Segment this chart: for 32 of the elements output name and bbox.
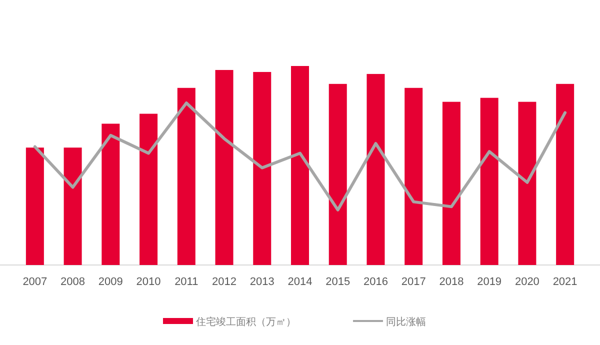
bar	[177, 88, 196, 265]
x-tick-label: 2015	[326, 276, 350, 288]
x-tick-label: 2018	[439, 276, 464, 288]
x-tick-label: 2013	[250, 276, 274, 288]
bar	[26, 148, 44, 265]
bar	[140, 114, 158, 265]
bar	[64, 148, 82, 265]
bar	[442, 102, 460, 265]
x-tick-label: 2016	[363, 276, 388, 288]
x-tick-label: 2011	[174, 276, 198, 288]
bar	[102, 124, 120, 265]
x-tick-label: 2021	[552, 276, 578, 288]
bar	[518, 102, 536, 265]
bar	[291, 66, 309, 265]
bar	[215, 70, 234, 265]
x-tick-label: 2010	[136, 276, 161, 288]
x-tick-label: 2017	[401, 276, 426, 288]
bar	[556, 84, 574, 265]
x-tick-label: 2009	[98, 276, 123, 288]
x-tick-label: 2020	[514, 276, 540, 288]
bar	[480, 98, 498, 265]
x-tick-label: 2007	[22, 276, 48, 288]
legend-label: 住宅竣工面积（万㎡）	[196, 316, 296, 328]
x-tick-label: 2014	[288, 276, 312, 288]
bar	[253, 72, 272, 265]
legend-label: 同比涨幅	[386, 316, 426, 328]
x-tick-label: 2019	[477, 276, 502, 288]
x-tick-label: 2012	[212, 276, 237, 288]
x-tick-label: 2008	[60, 276, 86, 288]
bar	[404, 88, 423, 265]
bar	[328, 84, 347, 265]
bar	[366, 74, 385, 265]
